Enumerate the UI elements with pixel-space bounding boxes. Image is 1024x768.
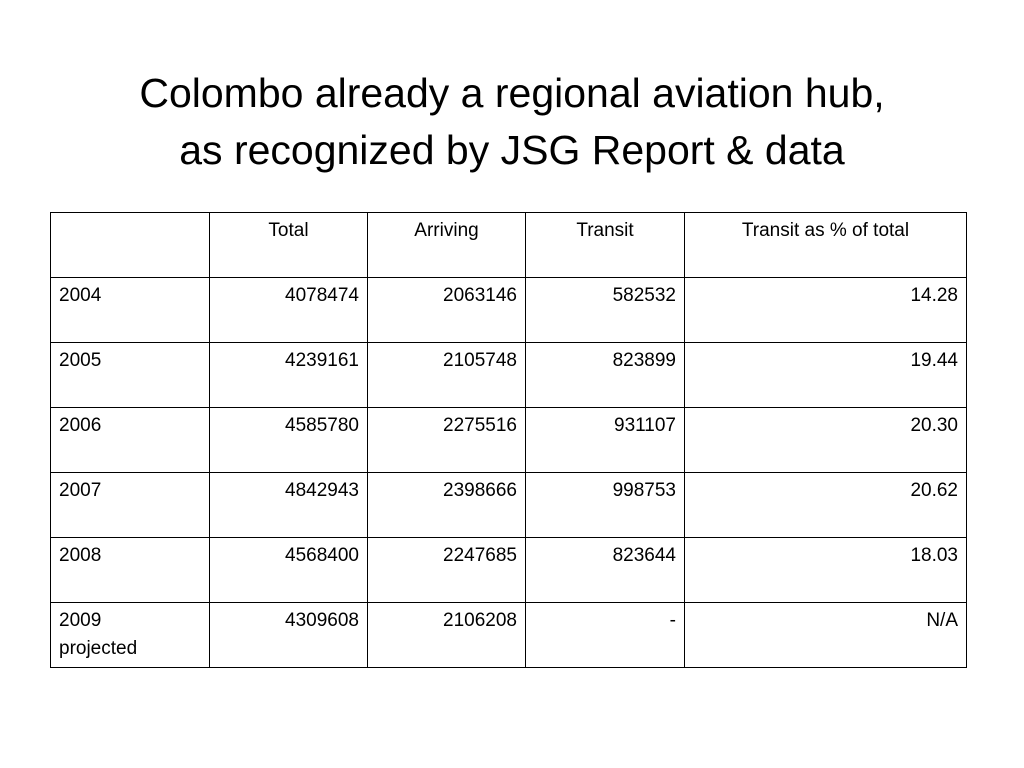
cell-total: 4239161 — [209, 342, 368, 408]
cell-transit: 582532 — [525, 277, 685, 343]
cell-year: 2007 — [50, 472, 210, 538]
cell-arriving: 2063146 — [367, 277, 526, 343]
table-row: 2007 4842943 2398666 998753 20.62 — [50, 472, 967, 538]
cell-transit-pct: 19.44 — [684, 342, 967, 408]
cell-transit-pct: 14.28 — [684, 277, 967, 343]
cell-transit: - — [525, 602, 685, 668]
cell-total: 4078474 — [209, 277, 368, 343]
cell-arriving: 2105748 — [367, 342, 526, 408]
cell-total: 4842943 — [209, 472, 368, 538]
cell-total: 4585780 — [209, 407, 368, 473]
cell-transit-pct: 20.62 — [684, 472, 967, 538]
cell-year: 2006 — [50, 407, 210, 473]
cell-arriving: 2398666 — [367, 472, 526, 538]
cell-year-value: 2009 — [59, 610, 102, 631]
cell-year: 2008 — [50, 537, 210, 603]
cell-year: 2009 projected — [50, 602, 210, 668]
table-header-row: Total Arriving Transit Transit as % of t… — [50, 212, 967, 278]
header-transit-pct: Transit as % of total — [684, 212, 967, 278]
slide-title-line-1: Colombo already a regional aviation hub, — [139, 70, 885, 117]
cell-transit: 823899 — [525, 342, 685, 408]
cell-year: 2005 — [50, 342, 210, 408]
cell-transit-pct: N/A — [684, 602, 967, 668]
cell-transit-pct: 20.30 — [684, 407, 967, 473]
cell-total: 4568400 — [209, 537, 368, 603]
header-arriving: Arriving — [367, 212, 526, 278]
cell-transit: 998753 — [525, 472, 685, 538]
table-row: 2006 4585780 2275516 931107 20.30 — [50, 407, 967, 473]
cell-arriving: 2247685 — [367, 537, 526, 603]
cell-arriving: 2275516 — [367, 407, 526, 473]
cell-year: 2004 — [50, 277, 210, 343]
table-row: 2008 4568400 2247685 823644 18.03 — [50, 537, 967, 603]
header-total: Total — [209, 212, 368, 278]
cell-transit: 931107 — [525, 407, 685, 473]
table-row: 2005 4239161 2105748 823899 19.44 — [50, 342, 967, 408]
cell-year-note: projected — [59, 638, 138, 659]
cell-total: 4309608 — [209, 602, 368, 668]
slide-title: Colombo already a regional aviation hub,… — [40, 65, 984, 179]
slide-title-line-2: as recognized by JSG Report & data — [179, 127, 845, 174]
table-row: 2004 4078474 2063146 582532 14.28 — [50, 277, 967, 343]
header-transit: Transit — [525, 212, 685, 278]
passenger-data-table: Total Arriving Transit Transit as % of t… — [50, 212, 967, 668]
cell-arriving: 2106208 — [367, 602, 526, 668]
table-row: 2009 projected 4309608 2106208 - N/A — [50, 602, 967, 668]
header-year — [50, 212, 210, 278]
cell-transit-pct: 18.03 — [684, 537, 967, 603]
cell-transit: 823644 — [525, 537, 685, 603]
